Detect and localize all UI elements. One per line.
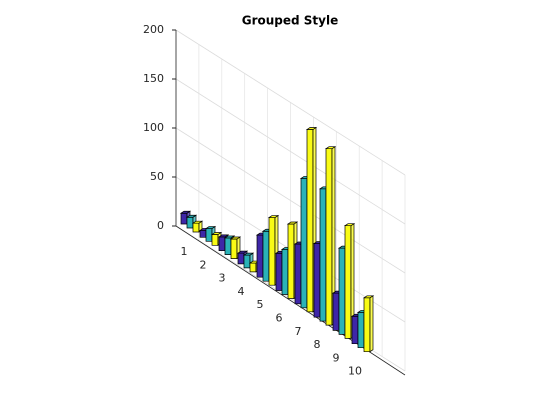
bar-face — [294, 243, 302, 305]
bar-face — [229, 236, 242, 240]
bar-face — [287, 223, 295, 299]
bar-face — [224, 237, 232, 255]
bar-face — [191, 220, 204, 224]
bar-face — [249, 262, 257, 273]
bar-face — [281, 249, 289, 295]
bar-face — [256, 234, 264, 278]
bar-face — [306, 129, 314, 313]
bar-face — [363, 297, 371, 353]
bar-face — [223, 235, 236, 239]
bar-face — [275, 252, 283, 291]
bar-face — [332, 292, 340, 331]
bar-face — [338, 247, 346, 335]
x-tick-label: 4 — [238, 285, 245, 298]
bar-face — [243, 254, 251, 269]
bar — [210, 231, 223, 246]
grid-line — [175, 127, 406, 274]
bar-face — [180, 212, 188, 225]
bar-face — [199, 230, 207, 238]
x-tick-label: 3 — [219, 272, 226, 285]
bar-face — [344, 225, 352, 339]
bar-face — [313, 243, 321, 318]
bar — [305, 126, 318, 313]
bar-face — [242, 252, 255, 256]
x-tick-label: 10 — [348, 365, 362, 378]
bar-face — [319, 188, 327, 322]
bar-face — [324, 146, 337, 150]
bar-face — [267, 215, 280, 218]
bar-face — [268, 217, 276, 286]
bar-face — [236, 250, 249, 254]
z-tick-label: 150 — [143, 72, 164, 85]
bar-face — [286, 221, 299, 225]
x-tick-label: 9 — [333, 351, 340, 364]
bar-face — [237, 252, 245, 265]
bar-face — [343, 223, 356, 227]
bar-face — [300, 178, 308, 309]
z-tick-label: 50 — [150, 170, 164, 183]
bar-face — [362, 295, 375, 299]
bar-face — [192, 222, 200, 233]
x-tick-label: 1 — [181, 245, 188, 258]
bar-face — [204, 226, 217, 229]
bar — [191, 220, 204, 233]
x-tick-label: 7 — [295, 325, 302, 338]
x-tick-label: 6 — [276, 312, 283, 325]
bar-face — [205, 228, 213, 242]
bar-face — [369, 295, 374, 353]
grid-line — [175, 29, 406, 176]
x-tick-label: 5 — [257, 298, 264, 311]
x-tick-label: 2 — [200, 258, 207, 271]
z-tick-label: 0 — [157, 219, 164, 232]
bar-face — [305, 127, 318, 130]
bar-face — [185, 214, 198, 218]
bar — [324, 146, 337, 326]
bar — [362, 295, 375, 353]
chart-title: Grouped Style — [242, 14, 339, 28]
bar-face — [230, 238, 238, 259]
z-tick-label: 200 — [143, 23, 164, 36]
x-tick-label: 8 — [314, 338, 321, 351]
bar-face — [262, 230, 270, 282]
bar-face — [210, 232, 223, 235]
bar-face — [211, 234, 219, 246]
bar — [343, 223, 356, 340]
grid-line — [175, 78, 406, 225]
bar-face — [357, 312, 365, 349]
z-tick-label: 100 — [143, 121, 164, 134]
bar-face — [325, 148, 333, 326]
bar-face — [186, 216, 194, 229]
bar-face — [218, 236, 226, 251]
bar-face — [179, 210, 192, 214]
bar-face — [351, 315, 359, 345]
bar-face — [217, 234, 230, 238]
